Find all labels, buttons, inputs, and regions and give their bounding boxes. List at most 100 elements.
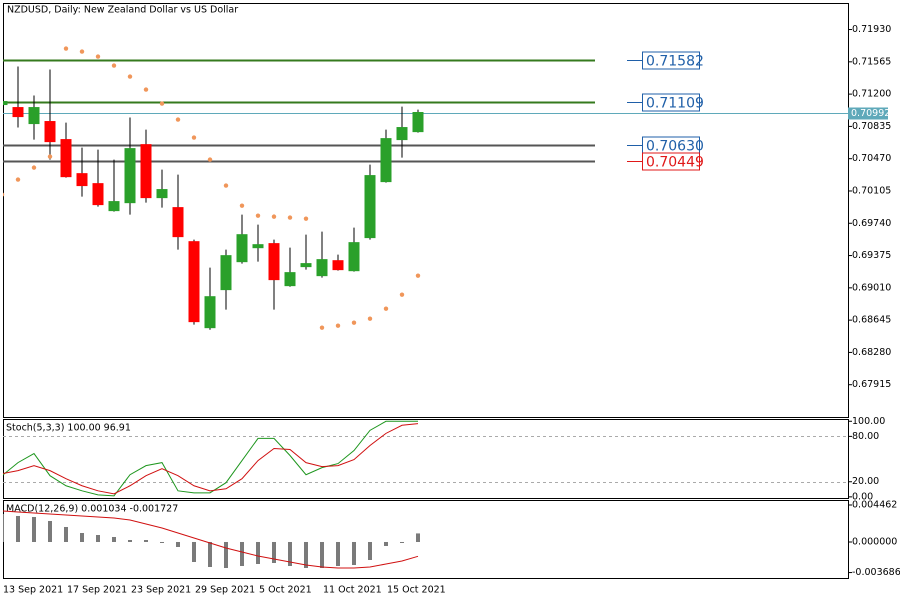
candle-body	[124, 148, 136, 204]
candle-body	[172, 207, 184, 238]
macd-bar	[224, 541, 228, 569]
sar-dot	[415, 273, 421, 278]
macd-bar	[336, 541, 340, 566]
candle-body	[316, 259, 328, 277]
sar-dot	[319, 325, 325, 330]
macd-bar	[160, 541, 164, 544]
sar-dot	[15, 177, 21, 182]
sar-dot	[223, 183, 229, 188]
sar-dot	[63, 46, 69, 51]
macd-bar	[240, 541, 244, 566]
x-tick-label: 5 Oct 2021	[259, 585, 312, 596]
level-label: 0.70449	[646, 155, 704, 171]
macd-bar	[288, 541, 292, 566]
macd-bar	[3, 513, 4, 542]
y-tick-label: -0.003686	[852, 567, 900, 578]
candle-body	[60, 139, 72, 178]
y-tick-label: 0.69740	[852, 218, 891, 229]
level-label: 0.70630	[646, 139, 704, 155]
candle-body	[364, 175, 376, 239]
y-tick-label: 80.00	[852, 431, 879, 442]
sar-dot	[111, 63, 117, 68]
sar-dot	[47, 154, 53, 159]
y-tick-label: 0.004462	[852, 499, 897, 510]
macd-bar	[16, 515, 20, 542]
last-price-box	[848, 107, 888, 120]
sar-dot	[79, 49, 85, 54]
y-tick-label: 0.70835	[852, 121, 891, 132]
macd-bar	[112, 536, 116, 542]
macd-plot	[3, 510, 420, 569]
sar-dot	[95, 54, 101, 59]
level-label: 0.71109	[646, 96, 704, 112]
macd-bar	[256, 541, 260, 564]
level-box	[642, 93, 700, 112]
macd-bar	[80, 533, 84, 542]
sar-dot	[3, 192, 5, 197]
macd-bar	[272, 541, 276, 564]
sar-dot	[207, 157, 213, 162]
macd-bar	[304, 541, 308, 569]
candle-body	[268, 243, 280, 281]
candle-body	[28, 107, 40, 125]
x-tick-label: 23 Sep 2021	[131, 585, 191, 596]
stoch-title: Stoch(5,3,3) 100.00 96.91	[6, 423, 131, 434]
main-panel	[3, 3, 849, 418]
y-tick-label: 0.67915	[852, 379, 891, 390]
sar-dot	[271, 214, 277, 219]
macd-bar	[32, 516, 36, 542]
stoch-line	[3, 420, 418, 497]
stoch-plot	[3, 420, 848, 497]
sar-dot	[303, 216, 309, 221]
chart-title: NZDUSD, Daily: New Zealand Dollar vs US …	[7, 5, 238, 16]
candle-body	[380, 138, 392, 183]
candle-body	[3, 101, 8, 106]
sar-dot	[143, 87, 149, 92]
sar-dot	[383, 306, 389, 311]
y-tick-label: 100.00	[852, 416, 885, 427]
sar-dot	[159, 101, 165, 106]
level-box	[642, 152, 700, 171]
macd-bar	[320, 541, 324, 569]
last-price-label: 0.70992	[851, 108, 890, 119]
macd-bar	[400, 541, 404, 544]
y-tick-label: 0.68645	[852, 315, 891, 326]
x-tick-label: 13 Sep 2021	[3, 585, 63, 596]
macd-bar	[48, 520, 52, 542]
y-tick-label: 0.000000	[852, 536, 897, 547]
candle-body	[156, 189, 168, 199]
stoch-line	[3, 423, 419, 495]
sar-dot	[351, 320, 357, 325]
candle-body	[396, 127, 408, 141]
candle-body	[220, 255, 232, 291]
stoch-panel	[3, 419, 849, 499]
y-tick-label: 20.00	[852, 476, 879, 487]
sar-dot	[31, 165, 37, 170]
sar-dot	[175, 117, 181, 122]
sar-dot	[367, 316, 373, 321]
sar-dot	[399, 292, 405, 297]
y-tick-label: 0.68280	[852, 347, 891, 358]
sar-dot	[127, 74, 133, 79]
candle-body	[332, 260, 344, 271]
y-tick-label: 0.71565	[852, 56, 891, 67]
candle-body	[300, 263, 312, 268]
macd-bar	[128, 539, 132, 542]
candle-body	[92, 183, 104, 206]
macd-bar	[192, 541, 196, 562]
macd-bar	[384, 541, 388, 546]
sar-dot	[335, 323, 341, 328]
macd-bar	[416, 533, 420, 542]
macd-bar	[352, 541, 356, 565]
candle-body	[204, 296, 216, 329]
x-tick-label: 29 Sep 2021	[195, 585, 255, 596]
x-tick-label: 15 Oct 2021	[387, 585, 446, 596]
candle-body	[140, 144, 152, 199]
signal-line	[3, 510, 419, 569]
y-tick-label: 0.71200	[852, 89, 891, 100]
candle-body	[236, 234, 248, 263]
candle-body	[44, 121, 56, 143]
candle-body	[76, 173, 88, 187]
candle-body	[108, 201, 120, 212]
